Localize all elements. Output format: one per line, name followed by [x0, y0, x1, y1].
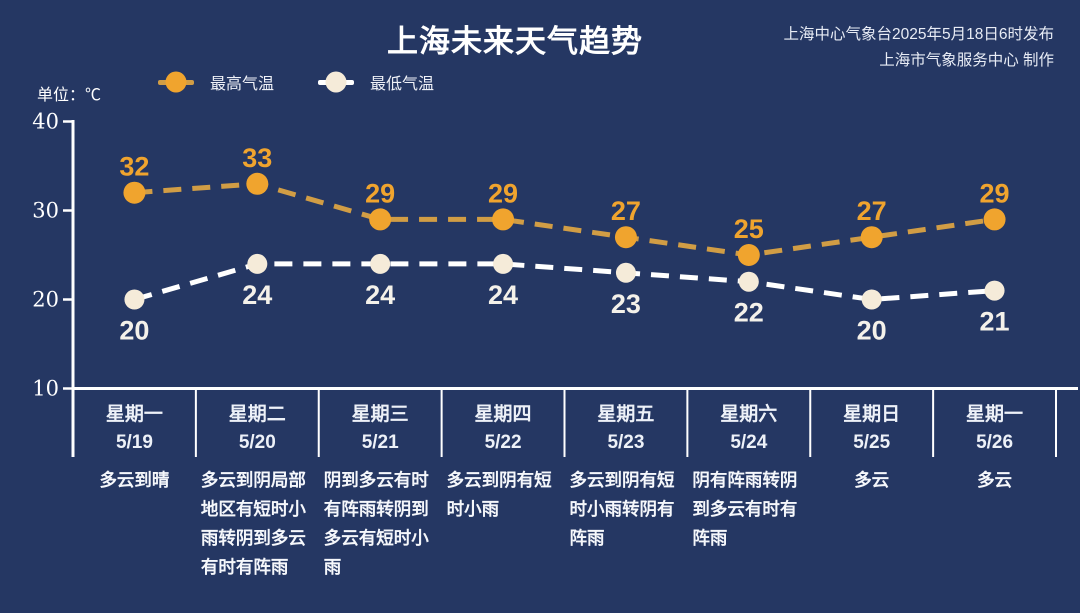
high-temp-value: 25: [734, 214, 764, 244]
weather-description: 多云: [854, 470, 890, 490]
low-temp-value: 24: [488, 280, 518, 310]
low-temp-point: [861, 289, 882, 310]
high-temp-point: [246, 172, 269, 195]
date-label: 5/19: [115, 432, 153, 453]
weather-description: 多云到阴有短时小雨转阴有阵雨: [569, 470, 675, 548]
date-label: 5/21: [361, 432, 399, 453]
weekday-label: 星期一: [105, 404, 163, 425]
weekday-label: 星期一: [966, 404, 1024, 425]
weather-description: 多云到晴: [99, 470, 170, 490]
y-tick-label: 10: [32, 377, 59, 401]
low-temp-value: 21: [980, 307, 1010, 337]
legend-label-high: 最高气温: [210, 76, 275, 93]
high-temp-line: [134, 181, 995, 258]
date-label: 5/22: [484, 432, 522, 453]
high-temp-value: 29: [488, 178, 518, 208]
high-temp-point: [123, 181, 146, 204]
weekday-label: 星期三: [351, 404, 409, 425]
high-temp-value: 32: [119, 152, 149, 182]
y-tick-label: 20: [32, 288, 59, 312]
low-temp-point: [493, 253, 514, 274]
low-temp-point: [615, 262, 636, 283]
weekday-label: 星期二: [228, 404, 286, 425]
high-temp-value: 33: [242, 143, 272, 173]
high-temp-point: [737, 244, 760, 266]
low-temp-line: [133, 261, 995, 303]
weekday-label: 星期六: [720, 404, 778, 425]
date-label: 5/26: [976, 432, 1014, 453]
low-temp-value: 20: [119, 316, 149, 346]
low-temp-point: [124, 289, 145, 310]
date-label: 5/25: [853, 432, 891, 453]
high-temp-point: [492, 208, 515, 231]
high-temp-point: [614, 226, 637, 249]
legend-label-low: 最低气温: [370, 76, 435, 93]
publisher-info: 上海中心气象台2025年5月18日6时发布 上海市气象服务中心 制作: [784, 22, 1054, 74]
high-temp-value: 29: [980, 178, 1010, 208]
y-tick-label: 40: [32, 110, 59, 134]
page-title: 上海未来天气趋势: [387, 24, 643, 59]
low-temp-point: [738, 271, 759, 292]
y-tick-label: 30: [32, 199, 59, 223]
high-temp-point: [369, 208, 392, 231]
weekday-label: 星期五: [597, 404, 655, 425]
low-temp-value: 24: [242, 280, 272, 310]
date-label: 5/20: [238, 432, 276, 453]
publisher-line2: 上海市气象服务中心 制作: [879, 52, 1054, 69]
high-temp-value: 29: [365, 178, 395, 208]
chart-legend: 最高气温 最低气温: [158, 70, 434, 94]
low-temp-value: 20: [857, 316, 887, 346]
weather-description: 多云到阴局部地区有短时小雨转阴到多云有时有阵雨: [200, 470, 306, 577]
publisher-line1: 上海中心气象台2025年5月18日6时发布: [783, 26, 1054, 43]
low-temp-point: [984, 280, 1005, 301]
high-temp-legend-marker-icon: [158, 71, 194, 93]
low-temp-value: 23: [611, 289, 641, 319]
high-temp-point: [860, 226, 883, 249]
high-temp-value: 27: [857, 196, 887, 226]
unit-label: 单位：℃: [37, 87, 102, 104]
legend-item-low: 最低气温: [318, 70, 434, 94]
legend-item-high: 最高气温: [158, 70, 274, 94]
weekday-label: 星期日: [843, 404, 901, 425]
date-label: 5/23: [607, 432, 645, 453]
weekday-label: 星期四: [474, 404, 532, 425]
weather-description: 阴有阵雨转阴到多云有时有阵雨: [692, 470, 798, 548]
low-temp-point: [370, 253, 391, 274]
date-label: 5/24: [730, 432, 768, 453]
low-temp-value: 22: [734, 298, 764, 328]
weather-description: 阴到多云有时有阵雨转阴到多云有短时小雨: [323, 470, 429, 577]
low-temp-value: 24: [365, 280, 395, 310]
high-temp-value: 27: [611, 196, 641, 226]
high-temp-point: [983, 208, 1006, 231]
low-temp-legend-marker-icon: [318, 71, 355, 93]
weather-description: 多云: [977, 470, 1013, 490]
weather-description: 多云到阴有短时小雨: [446, 470, 552, 519]
low-temp-point: [247, 253, 268, 274]
